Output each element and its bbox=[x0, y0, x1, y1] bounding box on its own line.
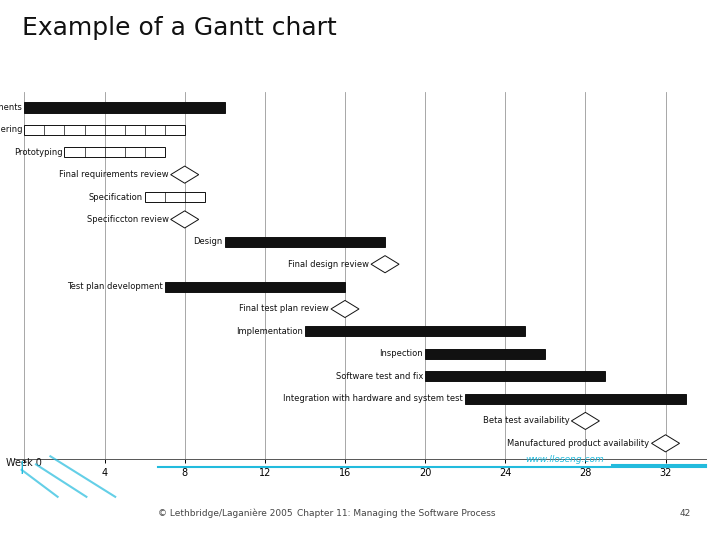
Polygon shape bbox=[331, 300, 359, 318]
Text: Manufactured product availability: Manufactured product availability bbox=[508, 439, 649, 448]
Text: Prototyping: Prototyping bbox=[14, 148, 63, 157]
Text: Specification: Specification bbox=[89, 193, 143, 201]
Polygon shape bbox=[572, 413, 600, 429]
Polygon shape bbox=[171, 166, 199, 183]
Text: Beta test availability: Beta test availability bbox=[482, 416, 570, 426]
Bar bbox=[145, 192, 204, 202]
Text: Chapter 11: Managing the Software Process: Chapter 11: Managing the Software Proces… bbox=[297, 509, 495, 517]
Text: Test plan development: Test plan development bbox=[67, 282, 163, 291]
Bar bbox=[24, 125, 185, 135]
Polygon shape bbox=[652, 435, 680, 452]
Text: Specificcton review: Specificcton review bbox=[86, 215, 168, 224]
Text: Final design review: Final design review bbox=[288, 260, 369, 269]
Text: Integration with hardware and system test: Integration with hardware and system tes… bbox=[284, 394, 463, 403]
Text: Week 0: Week 0 bbox=[6, 458, 42, 468]
Bar bbox=[425, 349, 545, 359]
Text: |: | bbox=[19, 461, 24, 474]
Bar bbox=[65, 147, 165, 157]
Bar bbox=[305, 326, 526, 336]
Bar bbox=[165, 281, 345, 292]
Text: Design: Design bbox=[194, 237, 222, 246]
Text: Final test plan review: Final test plan review bbox=[239, 305, 329, 314]
Text: Software test and fix: Software test and fix bbox=[336, 372, 423, 381]
Bar bbox=[425, 371, 606, 381]
Text: Requirements: Requirements bbox=[0, 103, 22, 112]
Polygon shape bbox=[171, 211, 199, 228]
Text: Implementation: Implementation bbox=[236, 327, 303, 336]
Bar bbox=[225, 237, 385, 247]
Text: Final requirements review: Final requirements review bbox=[59, 170, 168, 179]
Text: 42: 42 bbox=[680, 509, 691, 517]
Polygon shape bbox=[371, 255, 399, 273]
Bar bbox=[465, 394, 685, 403]
Text: Requirements gathering: Requirements gathering bbox=[0, 125, 22, 134]
Text: © Lethbridge/Laganière 2005: © Lethbridge/Laganière 2005 bbox=[158, 508, 293, 518]
Text: www.lloseng.com: www.lloseng.com bbox=[526, 455, 604, 464]
Text: Inspection: Inspection bbox=[379, 349, 423, 358]
Bar bbox=[24, 103, 225, 112]
Text: Example of a Gantt chart: Example of a Gantt chart bbox=[22, 16, 336, 40]
